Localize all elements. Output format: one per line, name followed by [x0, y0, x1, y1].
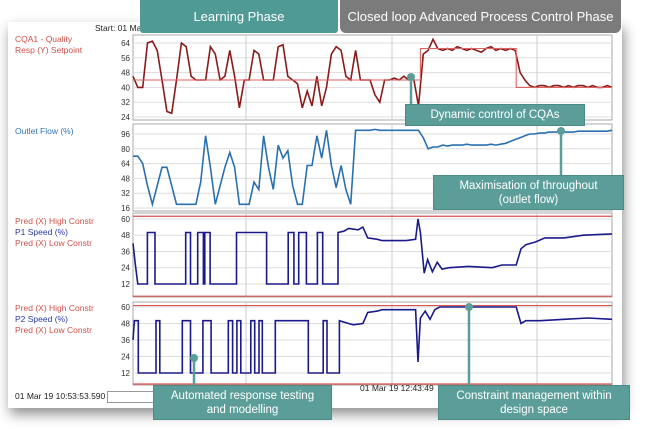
y-tick-label: 12	[121, 280, 130, 289]
callout-marker	[557, 127, 565, 135]
series-line-cqa1-quality	[132, 37, 613, 115]
legend-p1-speed: P1 Speed (%)	[15, 227, 68, 237]
y-tick-label: 32	[121, 189, 130, 198]
legend-cqa1: CQA1 - Quality	[15, 34, 73, 44]
panel1-legend: CQA1 - Quality Resp (Y) Setpoint	[15, 34, 82, 56]
closed-loop-phase-banner: Closed loop Advanced Process Control Pha…	[340, 0, 621, 33]
callout-line: design space	[500, 403, 568, 416]
y-tick-label: 64	[121, 160, 130, 169]
callout-line: (outlet flow)	[498, 193, 559, 206]
callout-response-testing: Automated response testing and modelling	[153, 385, 332, 420]
legend-high-constr: Pred (X) High Constr	[15, 303, 94, 313]
start-timestamp: 01 Mar 19 10:53:53.590	[15, 391, 106, 401]
start-time-label: Start: 01 Ma	[95, 23, 142, 33]
plot-area	[132, 301, 613, 386]
y-tick-label: 56	[121, 54, 130, 63]
y-tick-label: 48	[121, 69, 130, 78]
callout-line: Maximisation of throughout	[459, 179, 598, 192]
series-line-p2-speed-	[132, 306, 613, 374]
axis-time-label: 01 Mar 19 12:43:49	[360, 383, 434, 393]
callout-line: Constraint management within	[456, 389, 612, 402]
series-line-p1-speed-	[132, 218, 613, 285]
y-tick-label: 48	[121, 319, 130, 328]
callout-throughput: Maximisation of throughout (outlet flow)	[433, 175, 624, 210]
y-tick-label: 24	[121, 353, 130, 362]
y-tick-label: 80	[121, 145, 130, 154]
plot-area	[132, 212, 613, 298]
legend-setpoint: Resp (Y) Setpoint	[15, 45, 83, 55]
panel3-legend: Pred (X) High Constr P1 Speed (%) Pred (…	[15, 216, 94, 249]
learning-phase-banner: Learning Phase	[140, 0, 338, 33]
y-tick-label: 48	[121, 174, 130, 183]
series-line-resp-y-setpoint	[133, 47, 612, 88]
panel4-legend: Pred (X) High Constr P2 Speed (%) Pred (…	[15, 303, 94, 336]
callout-line: and modelling	[206, 403, 279, 416]
y-tick-label: 60	[121, 303, 130, 312]
callout-marker	[407, 73, 415, 81]
y-tick-label: 24	[121, 264, 130, 273]
legend-low-constr: Pred (X) Low Constr	[15, 325, 92, 335]
y-tick-label: 48	[121, 231, 130, 240]
y-tick-label: 12	[121, 369, 130, 378]
y-tick-label: 36	[121, 336, 130, 345]
legend-p2-speed: P2 Speed (%)	[15, 314, 68, 324]
callout-marker	[190, 354, 198, 362]
series-line-outlet-flow-	[133, 128, 613, 208]
callout-dynamic-control: Dynamic control of CQAs	[405, 104, 585, 126]
y-tick-label: 64	[121, 39, 130, 48]
y-tick-label: 32	[121, 98, 130, 107]
callout-constraint-management: Constraint management within design spac…	[438, 385, 630, 420]
y-tick-label: 24	[121, 113, 130, 122]
callout-marker	[465, 303, 473, 311]
callout-line: Automated response testing	[170, 389, 315, 402]
y-tick-label: 16	[121, 204, 130, 213]
legend-outlet-flow: Outlet Flow (%)	[15, 126, 74, 136]
y-tick-label: 36	[121, 247, 130, 256]
panel2-legend: Outlet Flow (%)	[15, 126, 74, 137]
y-tick-label: 40	[121, 83, 130, 92]
legend-high-constr: Pred (X) High Constr	[15, 216, 94, 226]
y-tick-label: 60	[121, 215, 130, 224]
y-tick-label: 96	[121, 130, 130, 139]
legend-low-constr: Pred (X) Low Constr	[15, 238, 92, 248]
